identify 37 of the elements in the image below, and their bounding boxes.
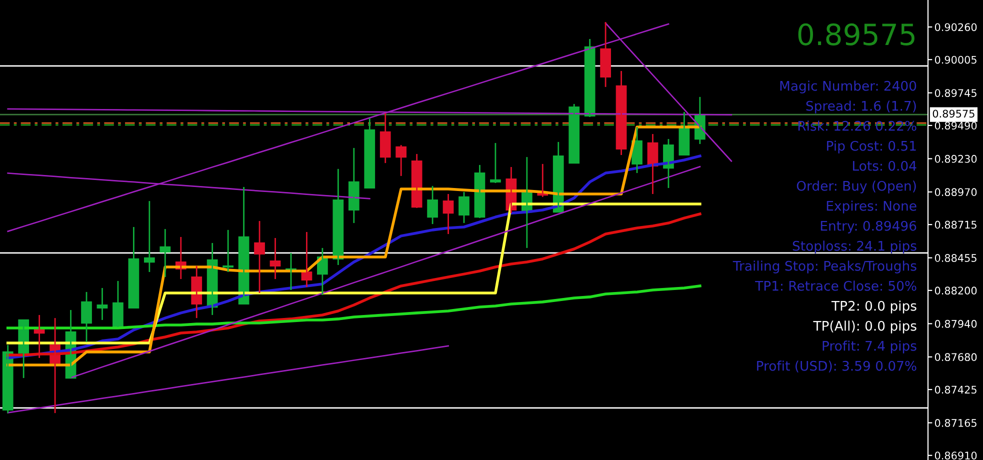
candlestick: [81, 291, 92, 343]
y-tick-label: 0.87165: [934, 419, 976, 427]
y-tick-label: 0.89230: [934, 154, 977, 163]
y-tick-label: 0.86910: [934, 452, 977, 460]
y-tick-label: 0.88455: [934, 254, 976, 262]
candlestick: [427, 185, 438, 225]
annotation: Profit (USD): 3.59 0.07%: [757, 360, 916, 372]
y-tick-label: 0.88970: [934, 188, 977, 196]
y-tick-label: 0.87425: [934, 386, 976, 394]
annotation: TP1: Retrace Close: 50%: [755, 280, 916, 291]
y-tick-label: 0.88200: [934, 286, 977, 295]
annotation: Lots: 0.04: [853, 160, 916, 171]
annotation: TP(All): 0.0 pips: [813, 320, 916, 334]
y-tick-label: 0.90260: [934, 23, 977, 32]
candlestick: [458, 191, 470, 224]
line-series: [7, 345, 449, 414]
annotation: Spread: 1.6 (1.7): [806, 100, 916, 114]
line-series: [70, 166, 701, 378]
annotation: Magic Number: 2400: [780, 80, 916, 94]
y-tick-label: 0.88715: [934, 220, 976, 229]
annotation: Stoploss: 24.1 pips: [792, 240, 916, 254]
y-tick-label: 0.90005: [934, 56, 976, 64]
y-tick-label: 0.89490: [934, 122, 977, 130]
y-tick-label: 0.87680: [934, 353, 977, 362]
annotation: 0.89575: [798, 23, 914, 46]
annotation: Order: Buy (Open): [796, 180, 916, 194]
annotation: Entry: 0.89496: [820, 220, 916, 234]
annotation: TP2: 0.0 pips: [831, 300, 916, 314]
ref-line-label: 0.89575: [932, 110, 974, 118]
y-tick-label: 0.89745: [934, 89, 976, 97]
candlestick: [490, 142, 501, 184]
annotation: Pip Cost: 0.51: [827, 140, 916, 154]
annotation: Expires: None: [826, 200, 916, 214]
annotation: Profit: 7.4 pips: [822, 340, 916, 354]
y-tick-label: 0.87940: [934, 320, 977, 328]
annotation: Trailing Stop: Peaks/Troughs: [732, 260, 916, 274]
candlestick: [254, 220, 265, 294]
